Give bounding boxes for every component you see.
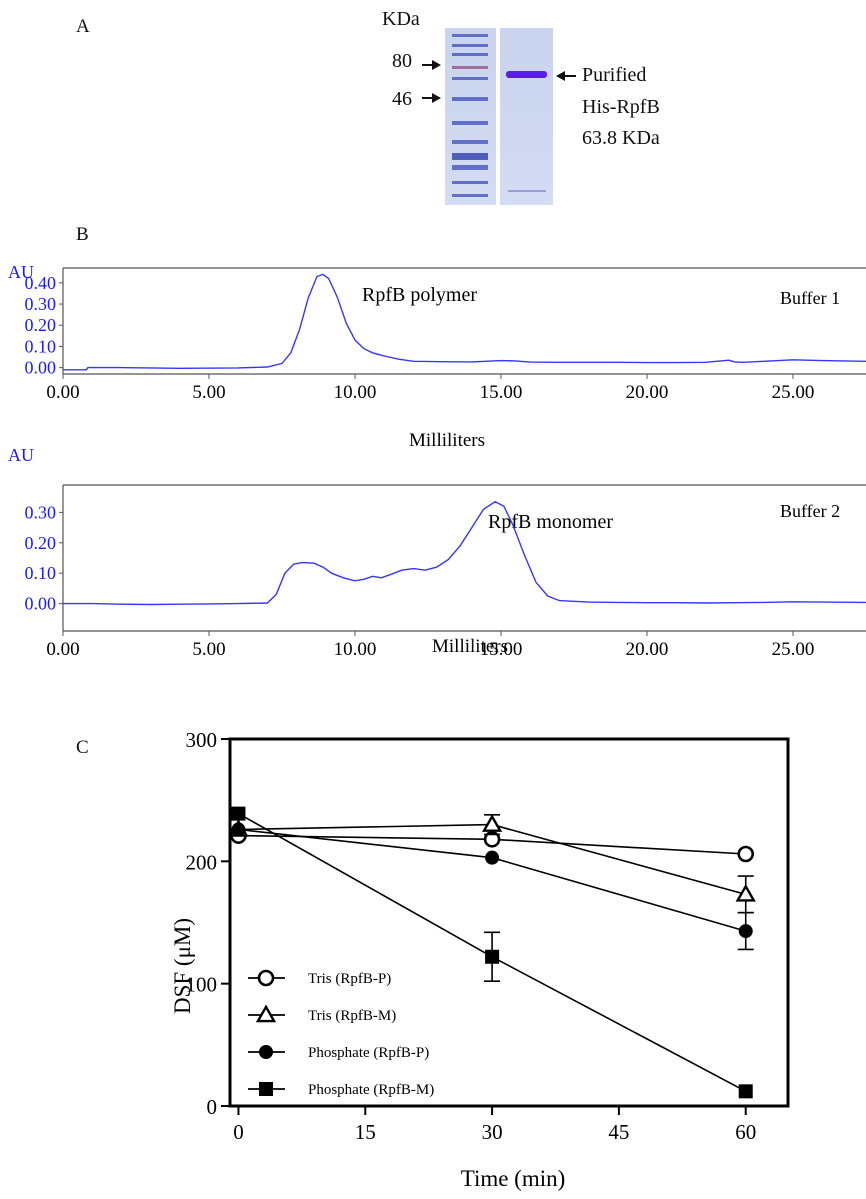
chrom1-trace xyxy=(63,273,866,371)
band-arrow xyxy=(556,71,576,81)
dsf-time-course-chart: DSF (μM) Time (min) 0 15 30 45 60 0 100 200 300 T… xyxy=(170,728,790,1191)
panel-c-letter: C xyxy=(76,737,89,758)
dsf-y-tick-label: 200 xyxy=(186,850,218,874)
chrom1-x-label: Milliliters xyxy=(409,430,485,451)
dsf-data-point xyxy=(485,850,500,865)
dsf-y-label: DSF (μM) xyxy=(170,918,195,1014)
chrom2-y-unit: AU xyxy=(8,445,34,465)
chrom1-x-tick-label: 0.00 xyxy=(46,382,79,403)
dsf-data-point xyxy=(735,883,756,902)
dsf-legend: Tris (RpfB-P) Tris (RpfB-M) Phosphate (Rpf… xyxy=(248,969,434,1098)
marker-46-label: 46 xyxy=(392,88,412,110)
chrom2-y-tick-label: 0.20 xyxy=(25,533,57,553)
dsf-y-tick-label: 300 xyxy=(186,728,218,752)
dsf-x-tick-label: 15 xyxy=(355,1120,376,1144)
chrom2-annotation-buffer: Buffer 2 xyxy=(780,501,840,521)
chrom2-y-tick-label: 0.10 xyxy=(25,563,57,583)
legend-label: Phosphate (RpfB-M) xyxy=(308,1082,434,1098)
dsf-y-tick-label: 0 xyxy=(207,1095,218,1119)
chrom1-y-tick-label: 0.10 xyxy=(25,336,57,356)
marker-46-arrow xyxy=(422,93,441,103)
chrom2-y-tick-label: 0.30 xyxy=(25,502,57,522)
marker-80-label: 80 xyxy=(392,50,412,72)
dsf-x-tick-label: 60 xyxy=(735,1120,756,1144)
legend-marker xyxy=(259,1045,273,1059)
dsf-data-point xyxy=(231,806,246,821)
chromatogram-buffer-1: AU RpfB polymer Buffer 1 Milliliters 0.0… xyxy=(8,262,866,451)
chrom1-x-tick-label: 20.00 xyxy=(626,382,669,403)
dsf-x-tick-label: 45 xyxy=(608,1120,629,1144)
chrom1-y-tick-label: 0.30 xyxy=(25,294,57,314)
legend-label: Tris (RpfB-M) xyxy=(308,1008,396,1024)
chrom1-annotation-buffer: Buffer 1 xyxy=(780,288,840,308)
dsf-series-3 xyxy=(231,806,753,1099)
chrom2-x-tick-label: 25.00 xyxy=(772,639,815,657)
chrom2-x-label: Milliliters xyxy=(432,636,508,657)
chrom1-x-tick-label: 25.00 xyxy=(772,382,815,403)
legend-marker xyxy=(255,1004,277,1023)
legend-label: Phosphate (RpfB-P) xyxy=(308,1045,429,1061)
chrom1-y-unit: AU xyxy=(8,262,34,282)
chrom2-x-tick-label: 10.00 xyxy=(334,639,377,657)
chrom2-x-tick-label: 0.00 xyxy=(46,639,79,657)
chrom1-x-tick-label: 5.00 xyxy=(192,382,225,403)
gel-unit-label: KDa xyxy=(382,8,420,30)
chrom1-y-tick-label: 0.40 xyxy=(25,273,57,293)
chrom1-y-tick-label: 0.00 xyxy=(25,358,57,378)
chrom2-x-tick-label: 5.00 xyxy=(192,639,225,657)
purified-band xyxy=(506,71,547,78)
legend-marker xyxy=(257,969,275,987)
dsf-x-tick-label: 0 xyxy=(233,1120,244,1144)
band-label-line-2: His-RpfB xyxy=(582,96,660,118)
sample-lane xyxy=(500,28,553,205)
dsf-data-point xyxy=(231,822,246,837)
dsf-data-point xyxy=(485,949,500,964)
chrom2-x-tick-label: 20.00 xyxy=(626,639,669,657)
legend-marker xyxy=(259,1082,273,1096)
dsf-series-2 xyxy=(231,822,754,951)
dsf-plot-frame xyxy=(228,737,790,1108)
chrom2-y-tick-label: 0.00 xyxy=(25,594,57,614)
panel-b-letter: B xyxy=(76,224,89,245)
dsf-data-point xyxy=(737,845,755,863)
chrom1-x-tick-label: 10.00 xyxy=(334,382,377,403)
panel-a-letter: A xyxy=(76,16,90,37)
ladder-lane xyxy=(445,28,496,205)
chrom2-annotation-peak: RpfB monomer xyxy=(488,511,613,533)
dsf-data-point xyxy=(738,924,753,939)
chromatogram-buffer-2: AU RpfB monomer Buffer 2 Milliliters 0.0… xyxy=(8,445,866,657)
band-label-line-3: 63.8 KDa xyxy=(582,127,660,149)
dsf-y-tick-label: 100 xyxy=(186,973,218,997)
dsf-data-point xyxy=(481,814,503,832)
chrom2-trace xyxy=(63,500,866,606)
dsf-x-tick-label: 30 xyxy=(482,1120,503,1144)
chrom2-x-tick-label: 15.00 xyxy=(480,639,523,657)
chrom1-x-tick-label: 15.00 xyxy=(480,382,523,403)
legend-label: Tris (RpfB-P) xyxy=(308,971,391,987)
band-label-line-1: Purified xyxy=(582,64,647,86)
chrom1-annotation-peak: RpfB polymer xyxy=(362,284,477,306)
dsf-x-label: Time (min) xyxy=(461,1166,566,1191)
dsf-data-point xyxy=(738,1084,753,1099)
marker-80-arrow xyxy=(422,60,441,70)
gel-image xyxy=(422,28,576,205)
chrom1-y-tick-label: 0.20 xyxy=(25,315,57,335)
